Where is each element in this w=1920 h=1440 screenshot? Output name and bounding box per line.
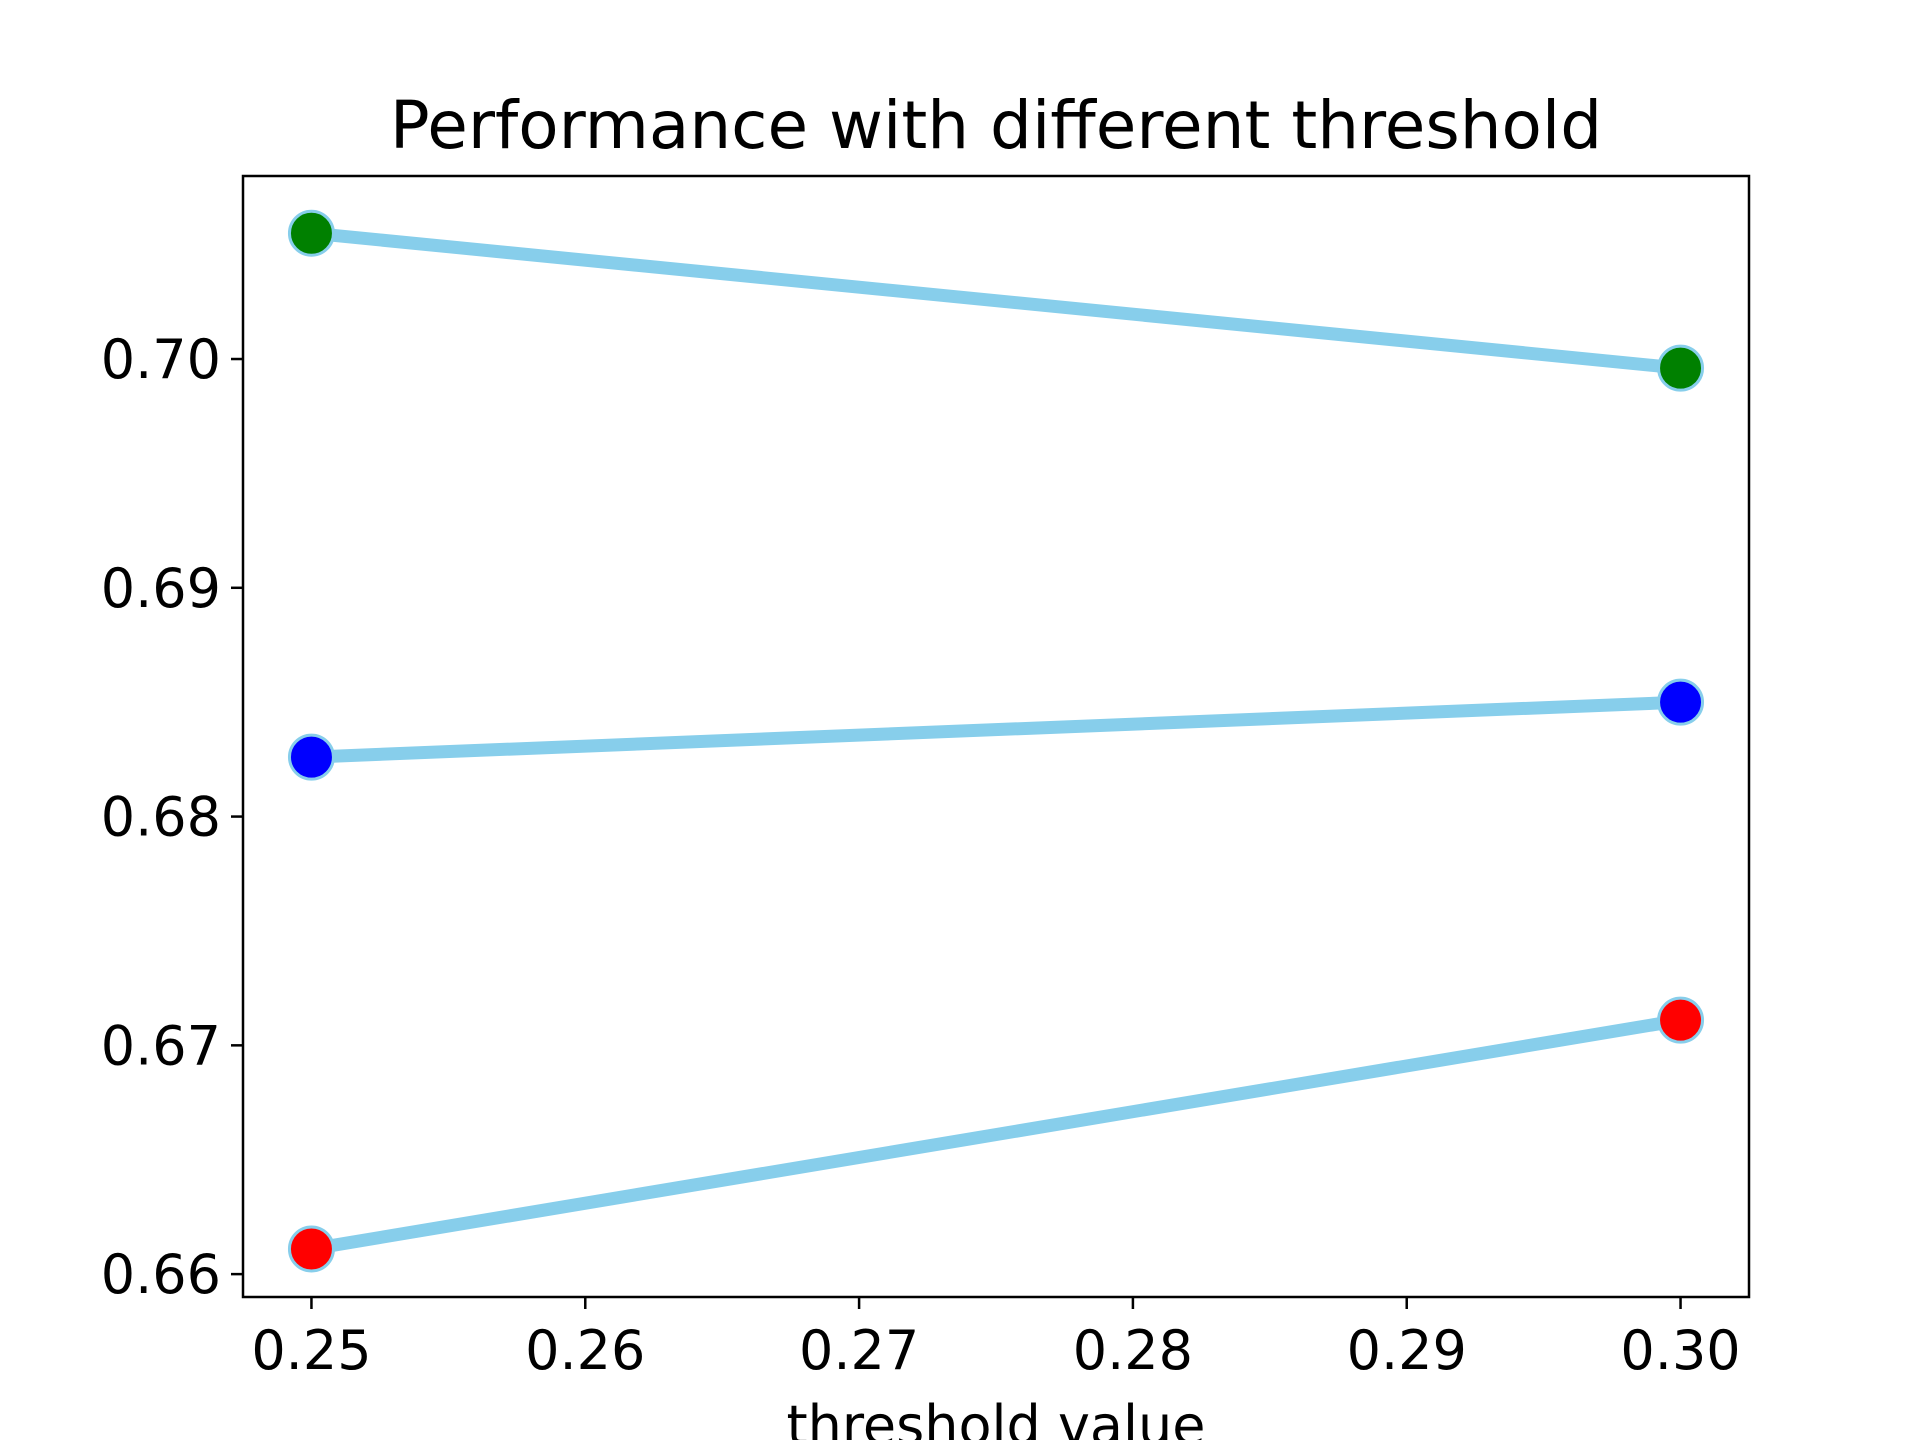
series-2-point-2 — [1657, 678, 1705, 726]
series-1-point-1 — [287, 209, 335, 257]
chart-title: Performance with different threshold — [390, 87, 1602, 164]
x-tick-label: 0.28 — [1073, 1319, 1193, 1382]
x-tick-label: 0.27 — [799, 1319, 919, 1382]
y-axis: 0.66 0.67 0.68 0.69 0.70 — [101, 328, 243, 1306]
plot-area — [287, 209, 1705, 1273]
x-tick-label: 0.25 — [251, 1319, 371, 1382]
series-line-1 — [310, 226, 1682, 375]
series-2-point-1 — [287, 733, 335, 781]
y-tick-label: 0.68 — [101, 786, 221, 849]
x-tick-label: 0.26 — [525, 1319, 645, 1382]
y-tick-label: 0.70 — [101, 328, 221, 391]
series-3-point-1 — [287, 1225, 335, 1273]
series-line-3 — [310, 1013, 1682, 1256]
series-line-2 — [311, 695, 1681, 764]
plot-frame — [241, 174, 1751, 1299]
x-tick-label: 0.29 — [1347, 1319, 1467, 1382]
y-tick-label: 0.69 — [101, 557, 221, 620]
x-tick-label: 0.30 — [1620, 1319, 1740, 1382]
series-1-point-2 — [1657, 344, 1705, 392]
x-axis: 0.25 0.26 0.27 0.28 0.29 0.30 — [251, 1297, 1741, 1382]
y-tick-label: 0.66 — [101, 1243, 221, 1306]
y-tick-label: 0.67 — [101, 1014, 221, 1077]
series-3-point-2 — [1657, 996, 1705, 1044]
x-axis-label: threshold value — [787, 1394, 1206, 1440]
